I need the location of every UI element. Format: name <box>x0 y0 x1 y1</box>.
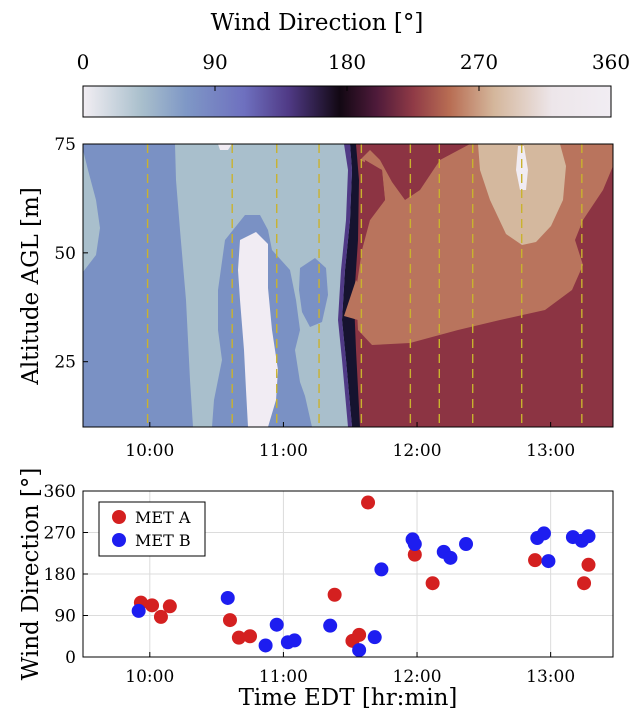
scatter-x-tick-label: 13:00 <box>526 667 575 687</box>
region-purple-edge <box>338 144 352 427</box>
colorbar-gradient <box>82 85 612 118</box>
point-met-a <box>153 609 168 624</box>
point-met-a <box>352 627 367 642</box>
contour-y-ticks: 25 50 75 <box>54 135 88 373</box>
point-met-b <box>269 617 284 632</box>
point-met-a <box>577 576 592 591</box>
scatter-xlabel: Time EDT [hr:min] <box>239 685 458 711</box>
scatter-y-tick-label: 180 <box>44 565 76 585</box>
point-met-b <box>459 537 474 552</box>
legend-label-met-b: MET B <box>135 531 191 550</box>
legend: MET A MET B <box>98 501 206 557</box>
contour-y-tick-label: 50 <box>54 244 76 264</box>
contour-plot: 25 50 75 10:00 11:00 12:00 13:00 Altitude AGL… <box>18 135 614 461</box>
point-met-a <box>231 630 246 645</box>
point-met-b <box>374 562 389 577</box>
point-met-b <box>367 630 382 645</box>
contour-axes-frame <box>82 143 614 428</box>
contour-x-tick-label: 11:00 <box>259 441 308 461</box>
colorbar-tick-label: 270 <box>460 50 498 74</box>
contour-x-tick-label: 12:00 <box>393 441 442 461</box>
colorbar-title: Wind Direction [°] <box>211 10 424 36</box>
point-met-b <box>258 638 273 653</box>
scatter-x-ticks: 10:00 11:00 12:00 13:00 <box>125 652 575 687</box>
colorbar-tick-labels: 0 90 180 270 360 <box>77 50 630 74</box>
dashed-time-markers <box>146 144 583 427</box>
point-met-a <box>145 598 160 613</box>
scatter-ylabel: Wind Direction [°] <box>18 468 44 681</box>
point-met-b <box>131 603 146 618</box>
region-light-blue-gray-center <box>175 144 352 427</box>
colorbar-ticks <box>82 86 612 91</box>
point-met-b <box>541 554 556 569</box>
contour-x-tick-label: 10:00 <box>125 441 174 461</box>
contour-x-tick-label: 13:00 <box>526 441 575 461</box>
region-near-white-plume <box>238 232 278 427</box>
point-met-a <box>425 576 440 591</box>
point-met-a <box>327 587 342 602</box>
region-dark-front <box>342 144 360 427</box>
point-met-a <box>162 599 177 614</box>
scatter-x-tick-label: 11:00 <box>259 667 308 687</box>
scatter-x-tick-label: 10:00 <box>125 667 174 687</box>
scatter-y-tick-label: 0 <box>65 648 76 668</box>
colorbar: Wind Direction [°] 0 90 180 270 360 <box>77 10 630 118</box>
point-met-b <box>323 618 338 633</box>
colorbar-tick-label: 90 <box>202 50 227 74</box>
point-met-b <box>581 529 596 544</box>
region-steel-blue-island <box>299 258 328 327</box>
colorbar-tick-label: 0 <box>77 50 90 74</box>
legend-marker-met-b <box>112 533 126 547</box>
legend-marker-met-a <box>112 510 126 524</box>
scatter-y-tick-label: 360 <box>44 482 76 502</box>
point-met-b <box>287 633 302 648</box>
point-met-b <box>536 526 551 541</box>
scatter-plot: 0 90 180 270 360 10:00 11:00 12:00 13:00 Wind D… <box>18 468 614 711</box>
point-met-a <box>222 613 237 628</box>
point-met-b <box>220 590 235 605</box>
colorbar-tick-label: 180 <box>328 50 366 74</box>
point-met-a <box>407 547 422 562</box>
scatter-x-tick-label: 12:00 <box>393 667 442 687</box>
point-met-a <box>243 629 258 644</box>
legend-label-met-a: MET A <box>135 508 191 527</box>
point-met-b <box>352 643 367 658</box>
point-met-a <box>528 553 543 568</box>
region-dark-maroon-pocket <box>364 160 385 220</box>
scatter-y-tick-label: 270 <box>44 524 76 544</box>
contour-fill <box>83 144 613 427</box>
region-light-blue-gray <box>83 144 100 272</box>
point-met-a <box>361 495 376 510</box>
scatter-points <box>131 495 596 658</box>
point-met-a <box>581 557 596 572</box>
region-salmon-tongue <box>344 280 362 320</box>
colorbar-tick-label: 360 <box>592 50 630 74</box>
region-near-white-top <box>218 144 232 150</box>
contour-ylabel: Altitude AGL [m] <box>18 187 44 386</box>
contour-y-tick-label: 25 <box>54 353 76 373</box>
contour-x-ticks: 10:00 11:00 12:00 13:00 <box>125 422 575 461</box>
contour-y-tick-label: 75 <box>54 135 76 155</box>
scatter-y-ticks: 0 90 180 270 360 <box>44 482 88 668</box>
point-met-b <box>443 550 458 565</box>
point-met-b <box>407 537 422 552</box>
scatter-y-tick-label: 90 <box>54 607 76 627</box>
